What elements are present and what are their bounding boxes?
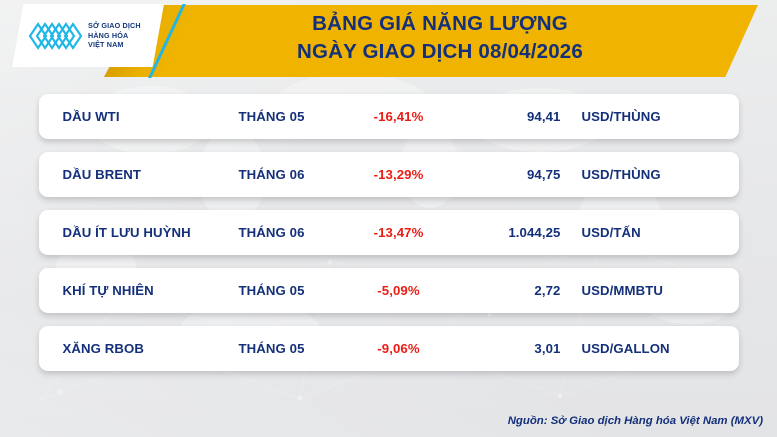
page-header: SỞ GIAO DỊCH HÀNG HÓA VIỆT NAM BẢNG GIÁ …	[0, 0, 777, 84]
table-row[interactable]: DẦU ÍT LƯU HUỲNH THÁNG 06 -13,47% 1.044,25 U…	[38, 210, 739, 255]
price-value: 3,01	[534, 341, 561, 356]
change-percent: -16,41%	[373, 109, 424, 124]
table-row[interactable]: KHÍ TỰ NHIÊN THÁNG 05 -5,09% 2,72 USD/MMBTU	[38, 268, 739, 313]
commodity-name: KHÍ TỰ NHIÊN	[62, 283, 154, 298]
price-value: 94,41	[526, 109, 561, 124]
price-value: 1.044,25	[508, 225, 561, 240]
change-percent: -5,09%	[377, 283, 420, 298]
commodity-name: XĂNG RBOB	[62, 341, 144, 356]
page-title-line-2: NGÀY GIAO DỊCH 08/04/2026	[296, 40, 584, 64]
price-value: 94,75	[526, 167, 561, 182]
price-unit: USD/THÙNG	[581, 109, 661, 124]
logo-line-3: VIỆT NAM	[88, 40, 124, 50]
logo-line-1: SỞ GIAO DỊCH	[88, 20, 141, 30]
contract-month: THÁNG 05	[238, 283, 305, 298]
change-percent: -13,47%	[373, 225, 424, 240]
table-row[interactable]: DẦU BRENT THÁNG 06 -13,29% 94,75 USD/THÙNG	[38, 152, 739, 197]
brand-logo[interactable]: SỞ GIAO DỊCH HÀNG HÓA VIỆT NAM	[12, 4, 164, 67]
mxv-chevron-logo-icon	[28, 19, 84, 53]
header-banner-yellow	[104, 5, 758, 77]
price-unit: USD/MMBTU	[581, 283, 663, 298]
table-row[interactable]: DẦU WTI THÁNG 05 -16,41% 94,41 USD/THÙNG	[38, 94, 739, 139]
price-table: DẦU WTI THÁNG 05 -16,41% 94,41 USD/THÙNG DẦU …	[0, 94, 777, 384]
price-unit: USD/GALLON	[581, 341, 670, 356]
price-value: 2,72	[534, 283, 561, 298]
commodity-name: DẦU ÍT LƯU HUỲNH	[62, 225, 191, 240]
table-row[interactable]: XĂNG RBOB THÁNG 05 -9,06% 3,01 USD/GALLON	[38, 326, 739, 371]
price-unit: USD/TẤN	[581, 225, 641, 240]
price-unit: USD/THÙNG	[581, 167, 661, 182]
change-percent: -9,06%	[377, 341, 420, 356]
change-percent: -13,29%	[373, 167, 424, 182]
contract-month: THÁNG 06	[238, 167, 305, 182]
logo-line-2: HÀNG HÓA	[88, 30, 129, 40]
contract-month: THÁNG 05	[238, 109, 305, 124]
contract-month: THÁNG 05	[238, 341, 305, 356]
page-title: BẢNG GIÁ NĂNG LƯỢNG NGÀY GIAO DỊCH 08/04…	[180, 10, 700, 67]
logo-wordmark: SỞ GIAO DỊCH HÀNG HÓA VIỆT NAM	[88, 21, 141, 51]
source-note: Nguồn: Sở Giao dịch Hàng hóa Việt Nam (M…	[507, 415, 763, 427]
commodity-name: DẦU WTI	[62, 109, 120, 124]
commodity-name: DẦU BRENT	[62, 167, 142, 182]
page-title-line-1: BẢNG GIÁ NĂNG LƯỢNG	[312, 12, 568, 35]
contract-month: THÁNG 06	[238, 225, 305, 240]
